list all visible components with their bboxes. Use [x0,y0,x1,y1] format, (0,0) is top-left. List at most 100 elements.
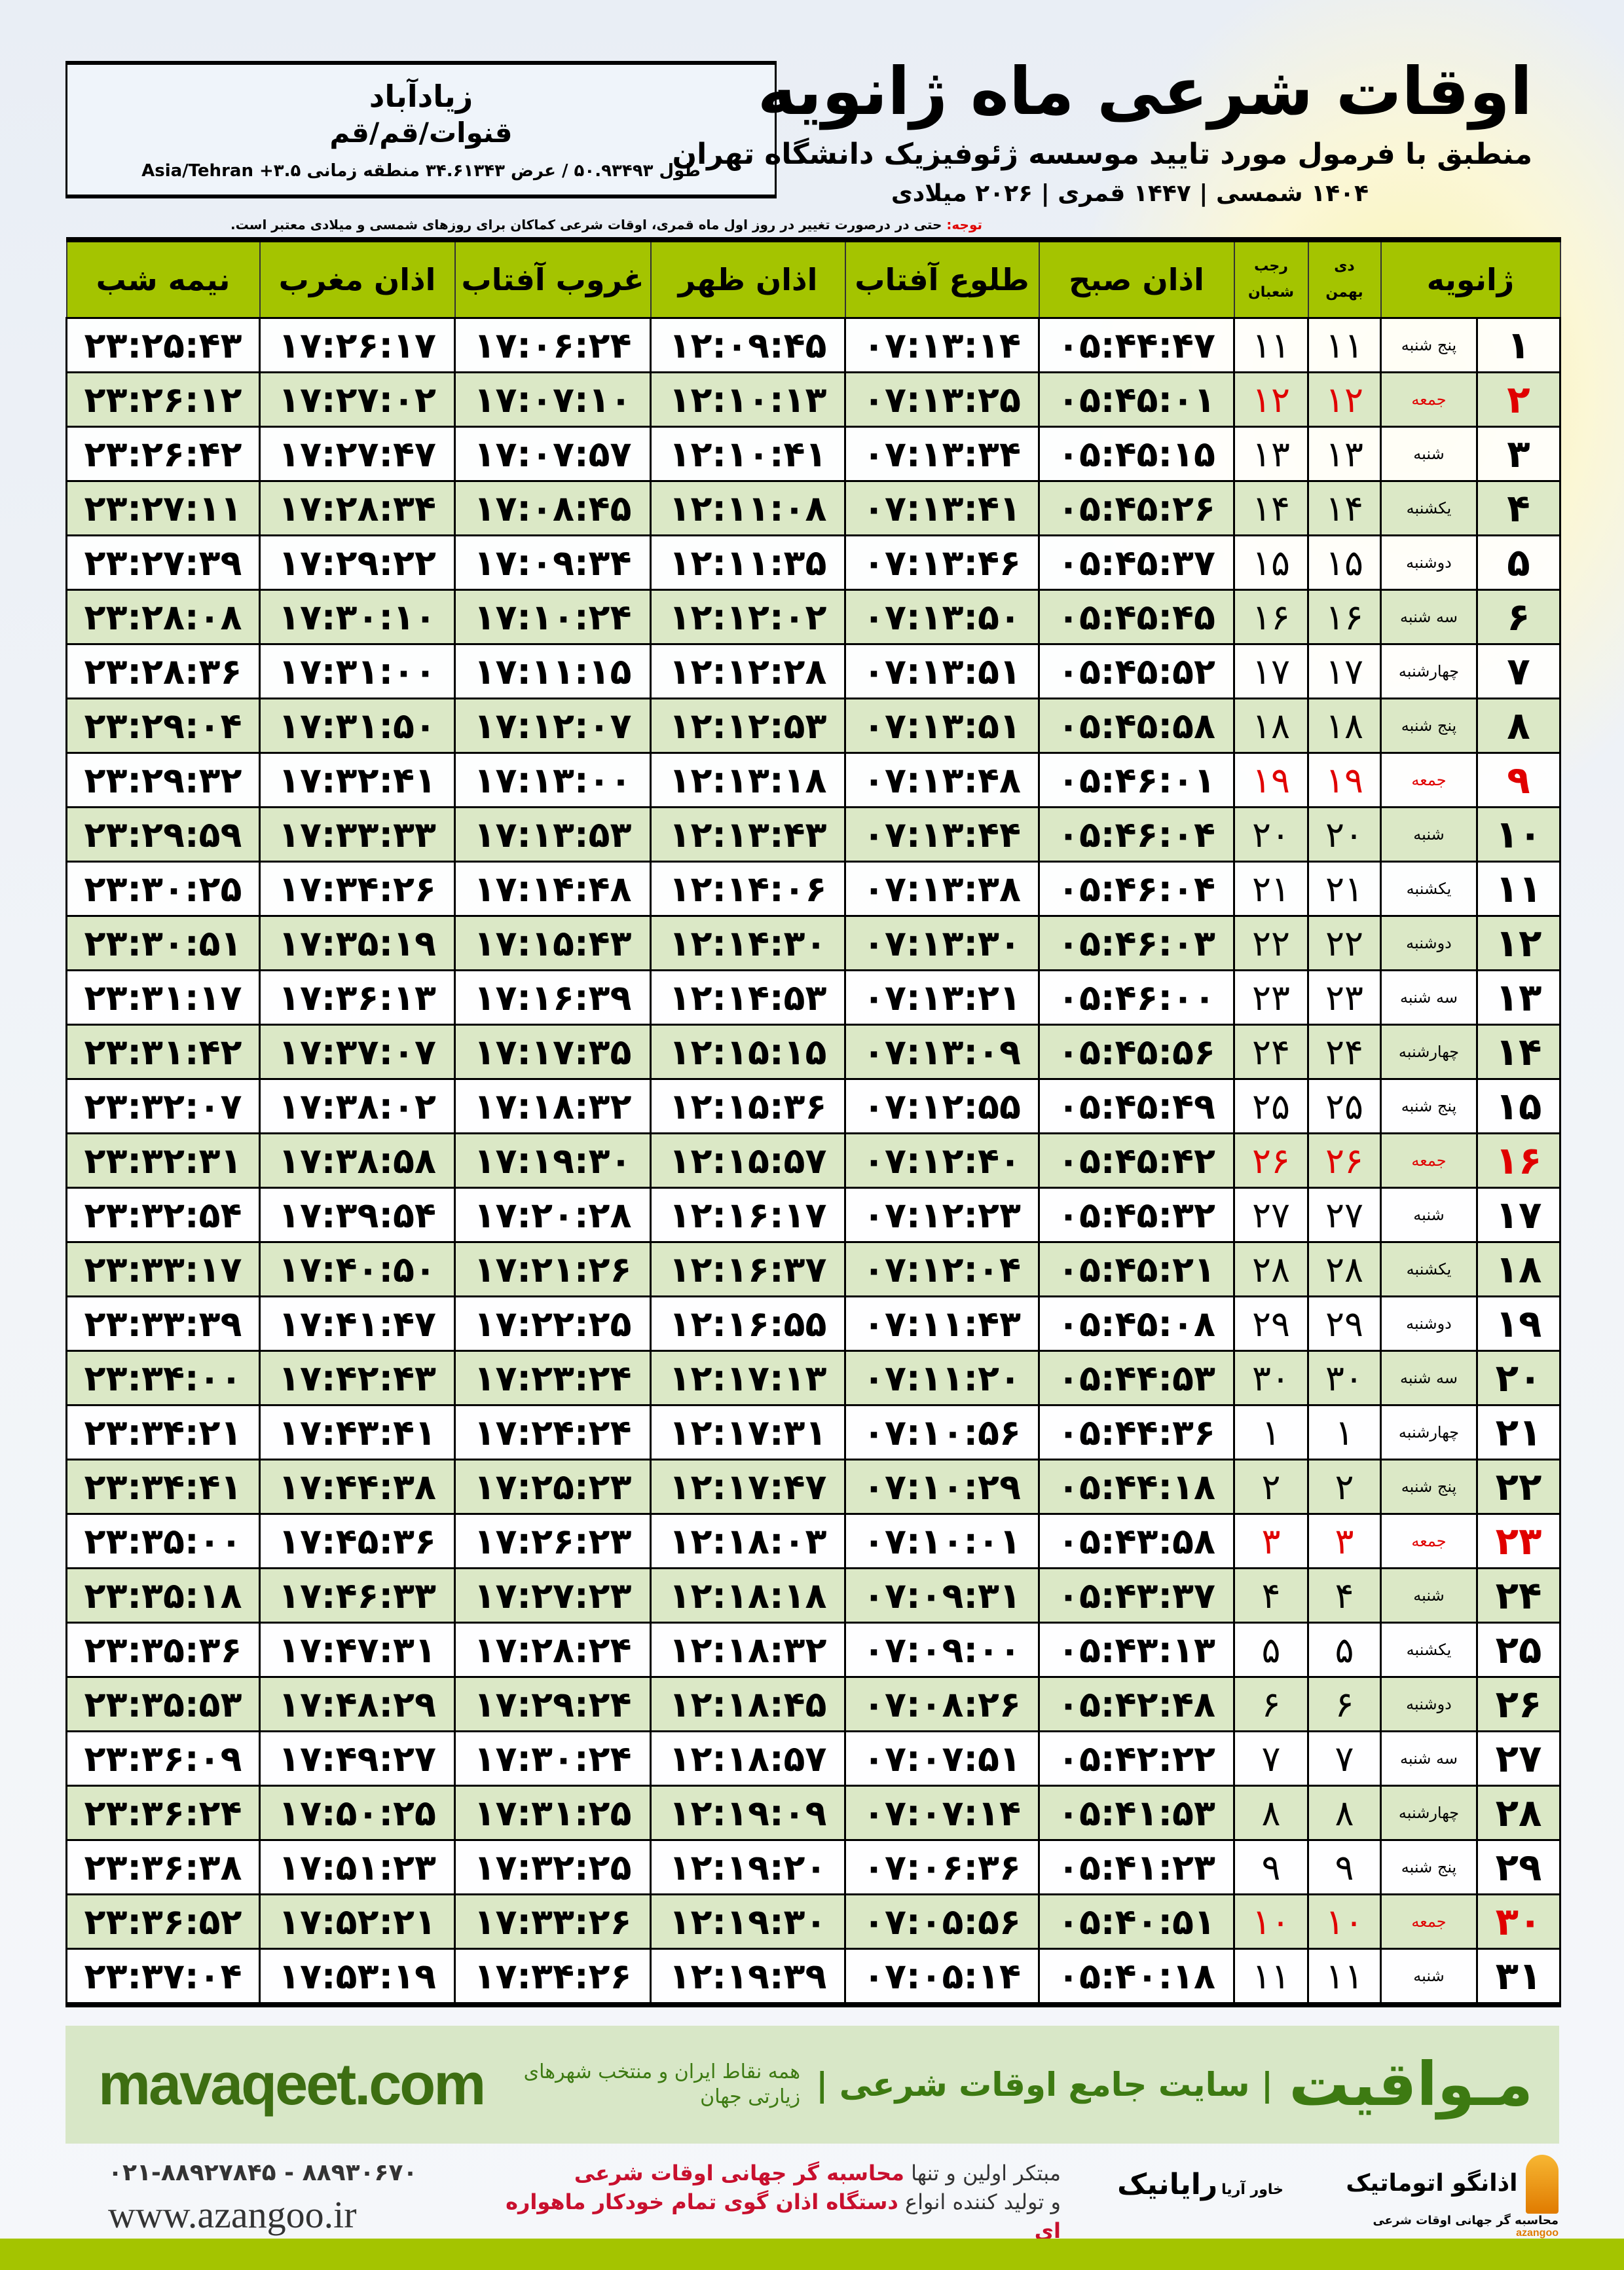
maghreb-time: ۱۷:۳۸:۵۸ [259,1132,456,1189]
sobh-time: ۰۵:۴۵:۵۶ [1038,1024,1235,1080]
shamsi-day: ۹ [1307,1839,1382,1895]
tolu-time: ۰۷:۰۷:۱۴ [844,1785,1040,1841]
zohr-time: ۱۲:۱۸:۵۷ [650,1730,846,1787]
tolu-time: ۰۷:۱۰:۲۹ [844,1459,1040,1515]
website-link[interactable]: mavaqeet.com [98,2052,486,2117]
sobh-time: ۰۵:۴۱:۲۳ [1038,1839,1235,1895]
shamsi-day: ۲۹ [1307,1295,1382,1352]
maghreb-time: ۱۷:۵۳:۱۹ [259,1948,456,2006]
maghreb-time: ۱۷:۵۰:۲۵ [259,1785,456,1841]
nime-time: ۲۳:۲۷:۳۹ [65,534,261,591]
table-header: ژانویه دی بهمن رجب شعبان اذان صبح طلوع آفت… [65,240,1561,318]
sobh-time: ۰۵:۴۵:۱۵ [1038,426,1235,482]
maghreb-time: ۱۷:۴۵:۳۶ [259,1513,456,1569]
nime-time: ۲۳:۳۱:۱۷ [65,969,261,1026]
tolu-time: ۰۷:۱۲:۰۴ [844,1241,1040,1297]
zohr-time: ۱۲:۱۱:۳۵ [650,534,846,591]
shamsi-day: ۸ [1307,1785,1382,1841]
zohr-time: ۱۲:۱۸:۴۵ [650,1676,846,1732]
table-row: ۶ سه شنبه ۱۶ ۱۶ ۰۵:۴۵:۴۵ ۰۷:۱۳:۵۰ ۱۲:۱۲:۰۲ ۱۷:۱… [65,589,1561,645]
ghorub-time: ۱۷:۱۰:۲۴ [454,589,652,645]
qamari-day: ۱۵ [1233,534,1309,591]
location-box: زیادآباد قنوات/قم/قم طول ۵۰.۹۳۴۹۳ / عرض … [65,61,777,198]
table-row: ۲۱ چهارشنبه ۱ ۱ ۰۵:۴۴:۳۶ ۰۷:۱۰:۵۶ ۱۲:۱۷:۳۱ ۱۷:۲… [65,1404,1561,1461]
table-row: ۲۷ سه شنبه ۷ ۷ ۰۵:۴۲:۲۲ ۰۷:۰۷:۵۱ ۱۲:۱۸:۵۷ ۱۷:۳۰… [65,1730,1561,1787]
qamari-day: ۱۴ [1233,480,1309,536]
header-ghorub: غروب آفتاب [454,240,652,318]
qamari-day: ۲۰ [1233,806,1309,863]
tolu-time: ۰۷:۱۳:۲۵ [844,371,1040,428]
shamsi-day: ۳۰ [1307,1350,1382,1406]
nime-time: ۲۳:۲۸:۰۸ [65,589,261,645]
sobh-time: ۰۵:۴۶:۰۳ [1038,915,1235,971]
gregorian-day: ۲۰ [1476,1350,1561,1406]
table-row: ۳۰ جمعه ۱۰ ۱۰ ۰۵:۴۰:۵۱ ۰۷:۰۵:۵۶ ۱۲:۱۹:۳۰ ۱۷:۳۳:… [65,1893,1561,1950]
shamsi-day: ۱ [1307,1404,1382,1461]
nime-time: ۲۳:۳۰:۲۵ [65,861,261,917]
shamsi-day: ۱۱ [1307,317,1382,373]
table-row: ۲۸ چهارشنبه ۸ ۸ ۰۵:۴۱:۵۳ ۰۷:۰۷:۱۴ ۱۲:۱۹:۰۹ ۱۷:۳… [65,1785,1561,1841]
weekday: دوشنبه [1380,1676,1478,1732]
maghreb-time: ۱۷:۵۲:۲۱ [259,1893,456,1950]
nime-time: ۲۳:۳۵:۵۳ [65,1676,261,1732]
table-row: ۵ دوشنبه ۱۵ ۱۵ ۰۵:۴۵:۳۷ ۰۷:۱۳:۴۶ ۱۲:۱۱:۳۵ ۱۷:۰۹… [65,534,1561,591]
sobh-time: ۰۵:۴۵:۴۹ [1038,1078,1235,1134]
ghorub-time: ۱۷:۲۵:۲۳ [454,1459,652,1515]
ghorub-time: ۱۷:۰۶:۲۴ [454,317,652,373]
azangoo-website[interactable]: www.azangoo.ir [108,2193,357,2236]
tolu-time: ۰۷:۰۵:۵۶ [844,1893,1040,1950]
ghorub-time: ۱۷:۱۶:۳۹ [454,969,652,1026]
qamari-day: ۴ [1233,1567,1309,1624]
nime-time: ۲۳:۳۲:۵۴ [65,1187,261,1243]
ghorub-time: ۱۷:۲۲:۲۵ [454,1295,652,1352]
weekday: شنبه [1380,1948,1478,2006]
table-row: ۸ پنج شنبه ۱۸ ۱۸ ۰۵:۴۵:۵۸ ۰۷:۱۳:۵۱ ۱۲:۱۲:۵۳ ۱۷:… [65,698,1561,754]
header-zohr: اذان ظهر [650,240,846,318]
azangoo-en: azangoo [1516,2227,1559,2239]
gregorian-day: ۱۲ [1476,915,1561,971]
ghorub-time: ۱۷:۳۲:۲۵ [454,1839,652,1895]
tolu-time: ۰۷:۰۸:۲۶ [844,1676,1040,1732]
qamari-day: ۲۸ [1233,1241,1309,1297]
sobh-time: ۰۵:۴۴:۳۶ [1038,1404,1235,1461]
tolu-time: ۰۷:۱۱:۴۳ [844,1295,1040,1352]
phone-numbers: ۰۲۱-۸۸۹۲۷۸۴۵ - ۸۸۹۳۰۶۷۰ [108,2159,418,2186]
bottom-strip [0,2239,1624,2270]
nime-time: ۲۳:۲۵:۴۳ [65,317,261,373]
zohr-time: ۱۲:۱۲:۲۸ [650,643,846,699]
tolu-time: ۰۷:۱۳:۴۶ [844,534,1040,591]
ghorub-time: ۱۷:۱۳:۵۳ [454,806,652,863]
gregorian-day: ۲۵ [1476,1622,1561,1678]
maghreb-time: ۱۷:۳۶:۱۳ [259,969,456,1026]
sobh-time: ۰۵:۴۵:۴۵ [1038,589,1235,645]
weekday: شنبه [1380,1187,1478,1243]
weekday: یکشنبه [1380,861,1478,917]
sobh-time: ۰۵:۴۵:۳۷ [1038,534,1235,591]
brand-logo: مـواقیت [1289,2049,1533,2119]
gregorian-day: ۷ [1476,643,1561,699]
sobh-time: ۰۵:۴۲:۴۸ [1038,1676,1235,1732]
shamsi-day: ۲۸ [1307,1241,1382,1297]
tolu-time: ۰۷:۱۰:۰۱ [844,1513,1040,1569]
sobh-time: ۰۵:۴۶:۰۱ [1038,752,1235,808]
weekday: پنج شنبه [1380,1459,1478,1515]
weekday: پنج شنبه [1380,698,1478,754]
maghreb-time: ۱۷:۲۶:۱۷ [259,317,456,373]
qamari-day: ۱۱ [1233,1948,1309,2006]
header-nime: نیمه شب [65,240,261,318]
tolu-time: ۰۷:۱۳:۲۱ [844,969,1040,1026]
coordinates: طول ۵۰.۹۳۴۹۳ / عرض ۳۴.۶۱۳۴۳ منطقه زمانی … [141,161,701,181]
sobh-time: ۰۵:۴۱:۵۳ [1038,1785,1235,1841]
year-line: ۱۴۰۴ شمسی | ۱۴۴۷ قمری | ۲۰۲۶ میلادی [891,180,1369,207]
zohr-time: ۱۲:۱۳:۱۸ [650,752,846,808]
zohr-time: ۱۲:۱۷:۱۳ [650,1350,846,1406]
zohr-time: ۱۲:۱۳:۴۳ [650,806,846,863]
nime-time: ۲۳:۲۹:۳۲ [65,752,261,808]
table-row: ۱۳ سه شنبه ۲۳ ۲۳ ۰۵:۴۶:۰۰ ۰۷:۱۳:۲۱ ۱۲:۱۴:۵۳ ۱۷:… [65,969,1561,1026]
header-maghreb: اذان مغرب [259,240,456,318]
shamsi-day: ۳ [1307,1513,1382,1569]
tolu-time: ۰۷:۰۶:۳۶ [844,1839,1040,1895]
sobh-time: ۰۵:۴۵:۰۸ [1038,1295,1235,1352]
gregorian-day: ۱ [1476,317,1561,373]
sobh-time: ۰۵:۴۴:۵۳ [1038,1350,1235,1406]
